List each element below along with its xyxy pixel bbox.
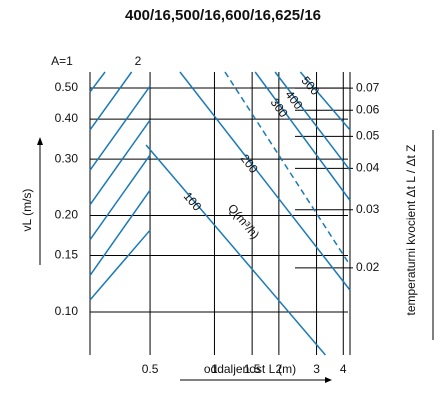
y-tick-label: 0.40 — [55, 111, 79, 125]
y2-tick-label: 0.06 — [356, 102, 380, 116]
y-tick-label: 0.15 — [55, 248, 79, 262]
y-tick-label: 0.20 — [55, 208, 79, 222]
y2-tick-label: 0.05 — [356, 129, 380, 143]
x-tick-label: 3 — [313, 362, 320, 376]
y2-axis-label: temperaturni kvocient Δt L / Δt Z — [404, 145, 418, 316]
x-arrow-head — [325, 377, 332, 383]
y2-tick-label: 0.03 — [356, 202, 380, 216]
series-line — [145, 144, 326, 356]
series-line — [89, 71, 106, 93]
y2-tick-label: 0.04 — [356, 161, 380, 175]
annotation: Q(m³/h) — [225, 201, 262, 242]
y2-tick-label: 0.07 — [356, 80, 380, 94]
annotation: A=1 — [51, 54, 73, 68]
series-line — [89, 154, 151, 241]
annotation: 2 — [135, 54, 142, 68]
chart-title: 400/16,500/16,600/16,625/16 — [125, 7, 321, 24]
series-line — [299, 71, 351, 131]
x-tick-label: 4 — [340, 362, 347, 376]
series-line — [89, 229, 151, 301]
series-line — [89, 85, 151, 171]
y-tick-label: 0.50 — [55, 80, 79, 94]
series-line — [89, 189, 151, 276]
y-tick-label: 0.30 — [55, 151, 79, 165]
x-axis-label: oddaljenost L (m) — [204, 362, 296, 376]
y2-tick-label: 0.02 — [356, 260, 380, 274]
series-line — [274, 71, 351, 171]
series-line — [254, 71, 351, 201]
x-tick-label: 2 — [276, 362, 283, 376]
x-tick-label: 1.5 — [244, 362, 261, 376]
series-line — [179, 71, 351, 291]
x-tick-label: 0.5 — [142, 362, 159, 376]
x-tick-label: 1 — [211, 362, 218, 376]
y-tick-label: 0.10 — [55, 304, 79, 318]
y-arrow-head — [37, 137, 43, 145]
series-line — [89, 119, 151, 206]
series-line — [89, 71, 133, 131]
y-axis-label: vL (m/s) — [20, 189, 34, 232]
series-line — [224, 71, 351, 266]
